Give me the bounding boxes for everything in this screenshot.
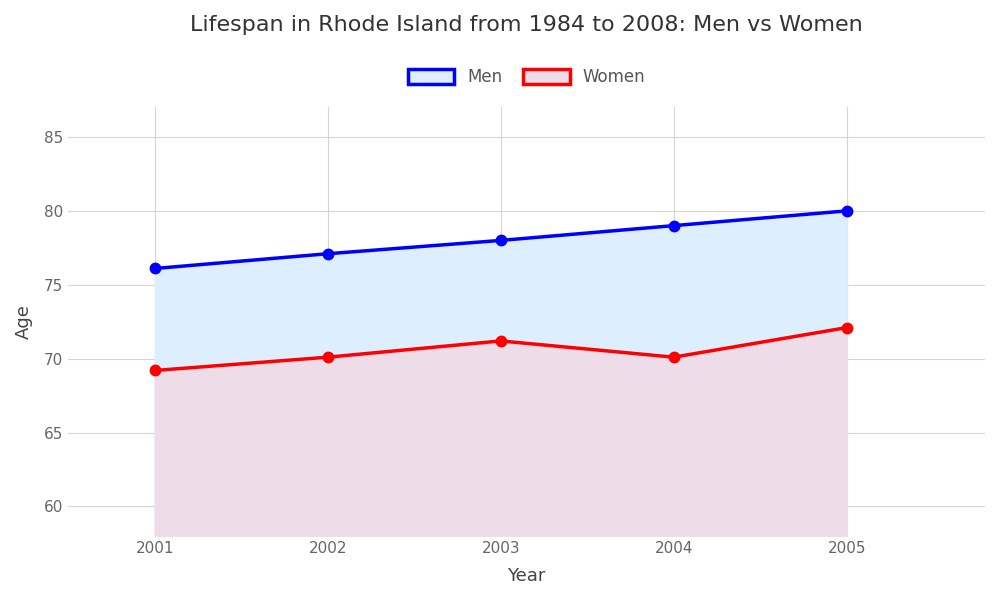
Title: Lifespan in Rhode Island from 1984 to 2008: Men vs Women: Lifespan in Rhode Island from 1984 to 20… bbox=[190, 15, 863, 35]
Y-axis label: Age: Age bbox=[15, 304, 33, 339]
X-axis label: Year: Year bbox=[507, 567, 546, 585]
Legend: Men, Women: Men, Women bbox=[399, 60, 654, 95]
